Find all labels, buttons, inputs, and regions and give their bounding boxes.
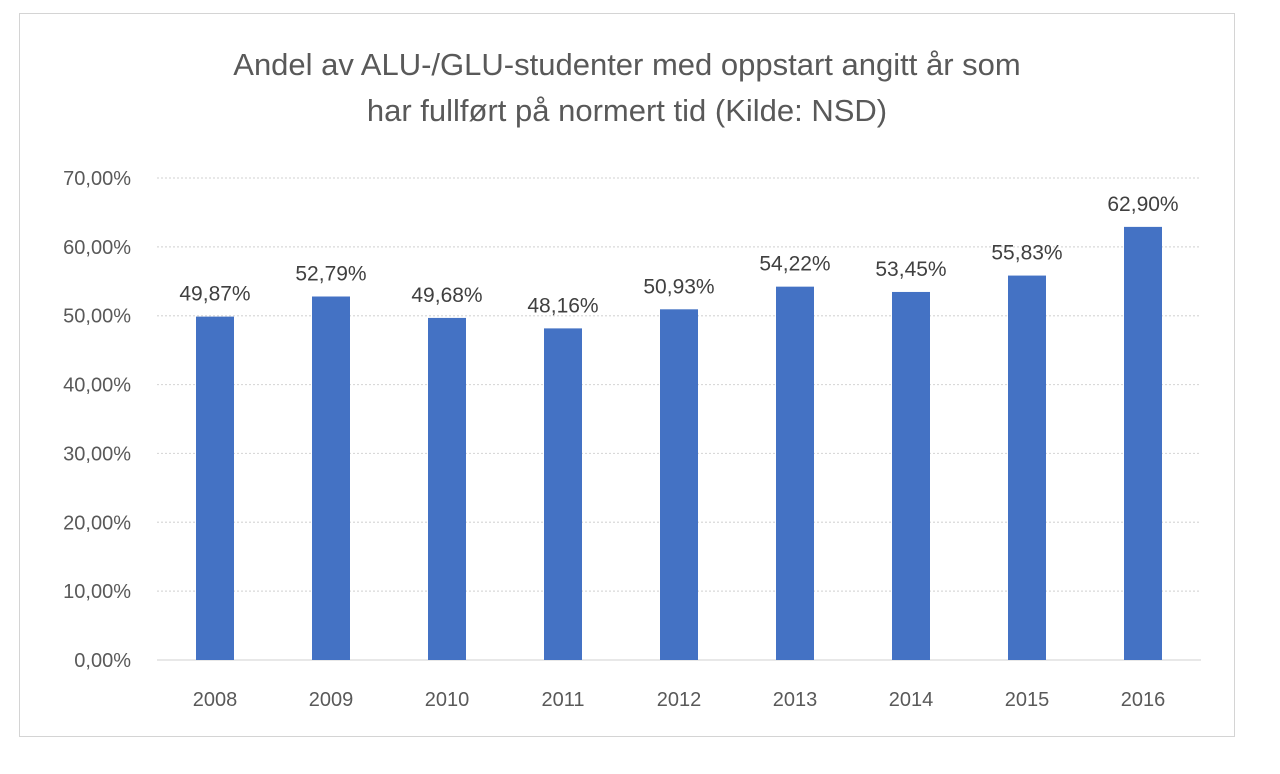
x-tick-label: 2014 [889,689,934,711]
bar [544,328,582,660]
chart-title-line-2: har fullført på normert tid (Kilde: NSD) [366,93,888,128]
data-label: 52,79% [295,263,366,286]
data-label: 54,22% [759,253,830,276]
data-label: 50,93% [643,275,714,298]
bar [776,286,814,660]
bar [428,317,466,660]
data-label: 53,45% [875,258,946,281]
data-label: 55,83% [991,242,1062,265]
y-tick-label: 0,00% [74,650,131,672]
x-tick-label: 2009 [309,689,354,711]
y-tick-label: 50,00% [63,306,131,328]
bar [196,316,234,660]
data-label: 62,90% [1107,193,1178,216]
bar [1124,226,1162,661]
y-tick-label: 20,00% [63,512,131,534]
bar [312,296,350,660]
y-tick-label: 10,00% [63,581,131,603]
x-tick-label: 2011 [541,689,584,711]
bar [892,291,930,660]
y-tick-label: 30,00% [63,443,131,465]
data-label: 49,87% [179,283,250,306]
y-tick-label: 40,00% [63,375,131,397]
y-tick-label: 70,00% [63,168,131,190]
bar [1008,275,1046,660]
x-tick-label: 2013 [773,689,818,711]
data-label: 48,16% [527,294,598,317]
x-tick-label: 2016 [1121,689,1166,711]
y-tick-label: 60,00% [63,237,131,259]
x-tick-label: 2008 [193,689,238,711]
data-label: 49,68% [411,284,482,307]
x-tick-label: 2012 [657,689,702,711]
x-tick-label: 2015 [1005,689,1050,711]
x-tick-label: 2010 [425,689,470,711]
chart-title-line-1: Andel av ALU-/GLU-studenter med oppstart… [233,47,1021,82]
bar [660,309,698,660]
chart-title: Andel av ALU-/GLU-studenter med oppstart… [19,42,1235,134]
